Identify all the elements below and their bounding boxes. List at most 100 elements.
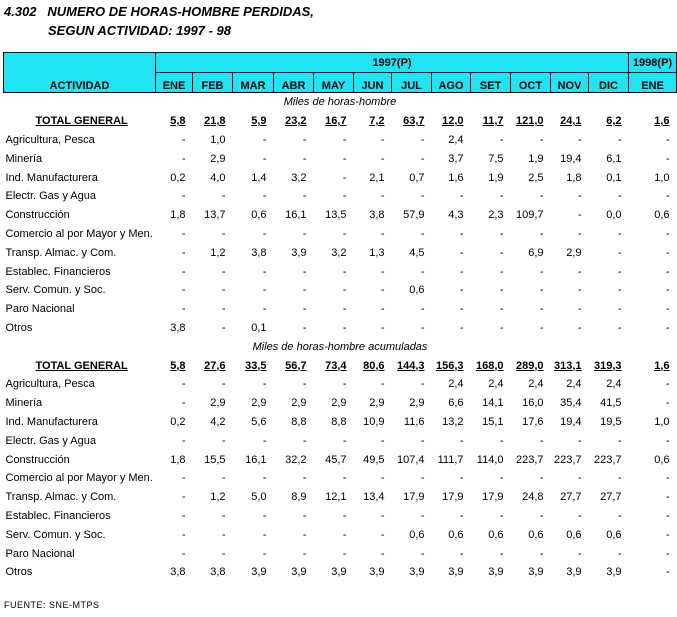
value-cell: - (459, 190, 464, 203)
value-cell: - (181, 190, 186, 203)
value-cell: - (499, 547, 504, 560)
value-cell: 121,0 (515, 115, 544, 128)
value-cell: 0,6 (409, 284, 425, 297)
value-cell: - (181, 284, 186, 297)
activity-name: Paro Nacional (5, 547, 75, 560)
value-cell: - (539, 472, 544, 485)
value-cell: - (221, 472, 226, 485)
value-cell: 3,9 (488, 566, 504, 579)
value-cell: 19,4 (560, 415, 582, 428)
value-cell: - (302, 321, 307, 334)
value-cell: - (380, 190, 385, 203)
value-cell: - (499, 509, 504, 522)
value-cell: - (617, 434, 622, 447)
value-cell: - (577, 227, 582, 240)
value-cell: 3,8 (251, 246, 267, 259)
value-cell: 319,3 (593, 359, 622, 372)
activity-name: Serv. Comun. y Soc. (5, 528, 106, 541)
value-cell: - (665, 303, 670, 316)
data-row: Transp. Almac. y Com. - 1,2 5,0 8,9 12,1 13,4 1… (4, 488, 677, 507)
value-cell: 2,9 (291, 397, 307, 410)
section-label: Miles de horas-hombre acumuladas (252, 340, 428, 353)
value-cell: - (262, 227, 267, 240)
value-cell: 0,6 (566, 528, 582, 541)
value-cell: 21,8 (204, 115, 226, 128)
value-cell: - (181, 434, 186, 447)
value-cell: - (221, 303, 226, 316)
value-cell: 3,9 (448, 566, 464, 579)
value-cell: 2,1 (369, 171, 385, 184)
value-cell: - (302, 547, 307, 560)
value-cell: 16,1 (245, 453, 267, 466)
value-cell: - (459, 434, 464, 447)
value-cell: 2,4 (528, 378, 544, 391)
value-cell: - (181, 472, 186, 485)
activity-name: Construcción (5, 209, 70, 222)
value-cell: 19,4 (560, 152, 582, 165)
month-header: OCT (510, 72, 551, 93)
value-cell: - (539, 434, 544, 447)
value-cell: - (302, 378, 307, 391)
value-cell: - (221, 528, 226, 541)
value-cell: - (181, 378, 186, 391)
value-cell: - (342, 547, 347, 560)
value-cell: 3,9 (528, 566, 544, 579)
value-cell: 2,9 (369, 397, 385, 410)
month-header: MAY (313, 72, 354, 93)
month-header: MAR (232, 72, 274, 93)
value-cell: 2,9 (210, 397, 226, 410)
value-cell: 2,9 (210, 152, 226, 165)
data-row: Agricultura, Pesca - 1,0 - - - - - 2,4 - - - - - (4, 131, 677, 150)
value-cell: - (420, 378, 425, 391)
value-cell: - (617, 509, 622, 522)
value-cell: - (539, 227, 544, 240)
value-cell: - (342, 472, 347, 485)
value-cell: - (617, 265, 622, 278)
value-cell: - (665, 265, 670, 278)
value-cell: - (499, 321, 504, 334)
value-cell: 4,2 (210, 415, 226, 428)
value-cell: 13,7 (204, 209, 226, 222)
data-row: TOTAL GENERAL 5,8 27,6 33,5 56,7 73,4 80,6 144,… (4, 356, 677, 375)
value-cell: 24,1 (560, 115, 582, 128)
value-cell: - (262, 133, 267, 146)
value-cell: - (420, 434, 425, 447)
data-row: Ind. Manufacturera 0,2 4,0 1,4 3,2 - 2,1 0,7 1,6… (4, 168, 677, 187)
value-cell: 109,7 (515, 209, 544, 222)
value-cell: - (539, 303, 544, 316)
value-cell: 1,3 (369, 246, 385, 259)
value-cell: - (302, 303, 307, 316)
value-cell: - (459, 227, 464, 240)
value-cell: 168,0 (475, 359, 504, 372)
table-number: 4.302 (4, 4, 37, 19)
value-cell: 0,6 (654, 453, 670, 466)
value-cell: 0,6 (528, 528, 544, 541)
value-cell: - (380, 509, 385, 522)
value-cell: - (342, 434, 347, 447)
value-cell: 223,7 (515, 453, 544, 466)
value-cell: 3,9 (566, 566, 582, 579)
activity-name: Ind. Manufacturera (5, 415, 98, 428)
value-cell: - (221, 547, 226, 560)
value-cell: - (577, 190, 582, 203)
value-cell: 15,5 (204, 453, 226, 466)
value-cell: - (380, 528, 385, 541)
value-cell: - (342, 152, 347, 165)
value-cell: - (577, 303, 582, 316)
value-cell: 2,4 (448, 133, 464, 146)
value-cell: - (380, 547, 385, 560)
data-row: Serv. Comun. y Soc. - - - - - - 0,6 - - - - - - (4, 281, 677, 300)
header-row: ACTIVIDAD ENE FEB MAR ABR MAY JUN JUL AGO SET OCT N… (3, 72, 677, 93)
value-cell: 5,6 (251, 415, 267, 428)
value-cell: 4,0 (210, 171, 226, 184)
value-cell: - (221, 378, 226, 391)
value-cell: 12,0 (442, 115, 464, 128)
value-cell: 24,8 (522, 491, 544, 504)
value-cell: 56,7 (285, 359, 307, 372)
value-cell: 289,0 (515, 359, 544, 372)
month-header: NOV (550, 72, 589, 93)
value-cell: - (302, 528, 307, 541)
value-cell: - (499, 190, 504, 203)
value-cell: 0,0 (606, 209, 622, 222)
value-cell: 107,4 (396, 453, 425, 466)
